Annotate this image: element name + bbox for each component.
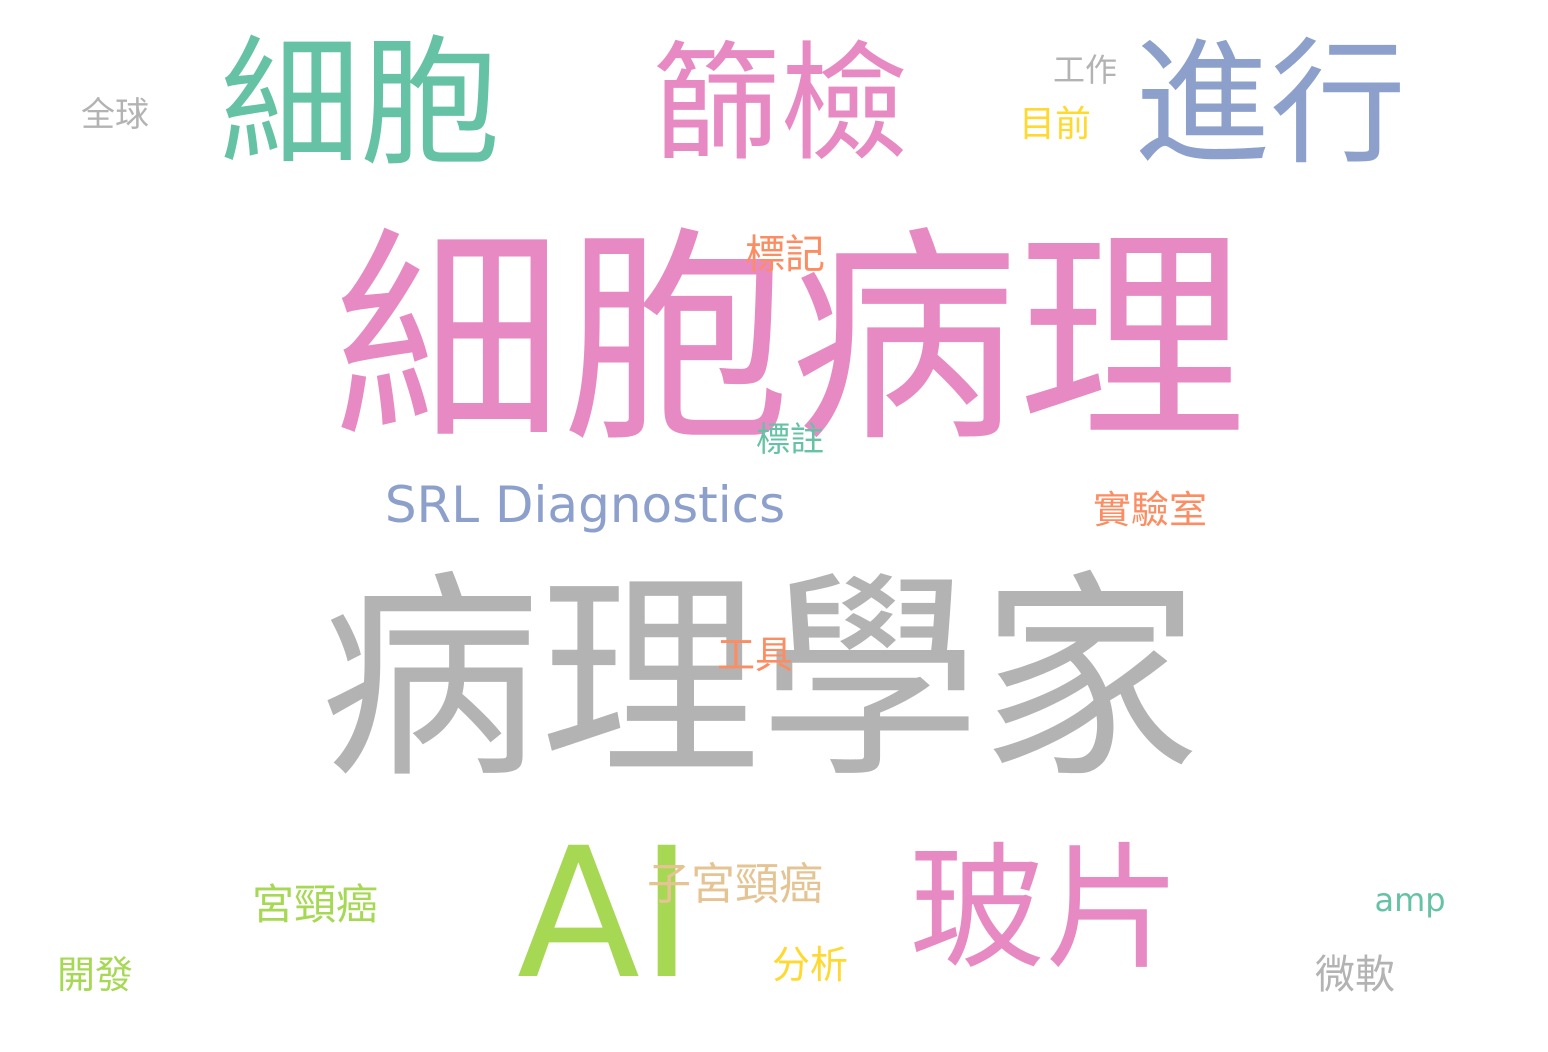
cloud-word: 篩檢 [651, 30, 909, 179]
cloud-word: 分析 [771, 943, 849, 987]
cloud-word: 細胞 [219, 23, 501, 186]
cloud-word: 全球 [81, 95, 149, 135]
cloud-word: 微軟 [1315, 952, 1395, 998]
cloud-word: 標記 [745, 232, 825, 278]
cloud-word: 標註 [756, 420, 824, 460]
cloud-word: 開發 [56, 953, 134, 997]
cloud-word: SRL Diagnostics [384, 476, 786, 534]
cloud-word: 細胞病理 [334, 207, 1246, 473]
cloud-word: 進行 [1134, 26, 1406, 184]
cloud-word: 工具 [716, 633, 794, 677]
cloud-word: AI [516, 810, 694, 1019]
cloud-word: 玻片 [909, 831, 1181, 989]
cloud-word: 病理學家 [319, 552, 1201, 808]
cloud-word: 目前 [1018, 104, 1092, 145]
cloud-word: 工作 [1052, 51, 1118, 89]
cloud-word: 子宮頸癌 [647, 859, 823, 910]
cloud-word: 宮頸癌 [251, 880, 379, 929]
cloud-word: 實驗室 [1092, 488, 1208, 532]
cloud-word: amp [1374, 881, 1446, 919]
